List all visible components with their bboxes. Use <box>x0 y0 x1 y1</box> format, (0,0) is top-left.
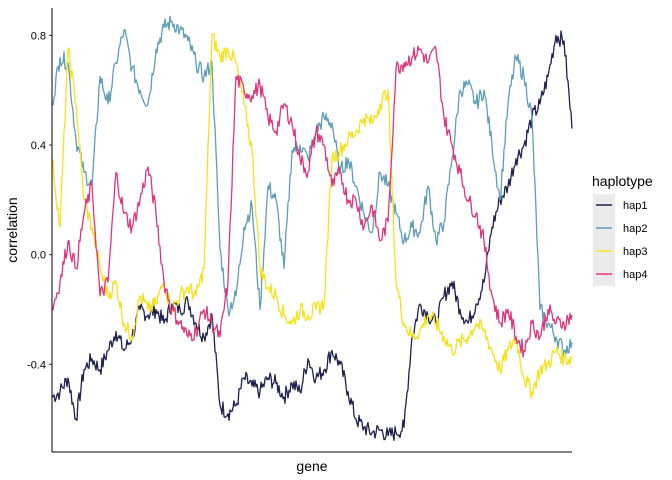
legend-label-hap3: hap3 <box>623 246 647 258</box>
legend-items: hap1 hap2 hap3 hap4 <box>596 200 647 281</box>
y-axis-ticks: -0.4 0.0 0.4 0.8 <box>27 30 52 371</box>
series-line-hap2 <box>51 15 573 357</box>
series-line-hap1 <box>51 30 573 441</box>
y-tick-label: -0.4 <box>27 359 46 371</box>
y-tick-label: 0.8 <box>31 30 46 42</box>
y-tick-label: 0.0 <box>31 250 46 262</box>
series-lines <box>51 15 573 441</box>
legend-label-hap1: hap1 <box>623 200 647 212</box>
x-axis-title: gene <box>296 458 327 474</box>
y-tick-label: 0.4 <box>31 140 46 152</box>
y-axis-title: correlation <box>4 197 20 262</box>
legend-label-hap4: hap4 <box>623 269 647 281</box>
series-line-hap4 <box>51 45 573 358</box>
legend: haplotype hap1 hap2 hap3 hap4 <box>592 173 653 286</box>
legend-title: haplotype <box>592 173 653 189</box>
legend-key-background <box>593 194 615 286</box>
legend-label-hap2: hap2 <box>623 223 647 235</box>
series-line-hap3 <box>51 32 573 399</box>
